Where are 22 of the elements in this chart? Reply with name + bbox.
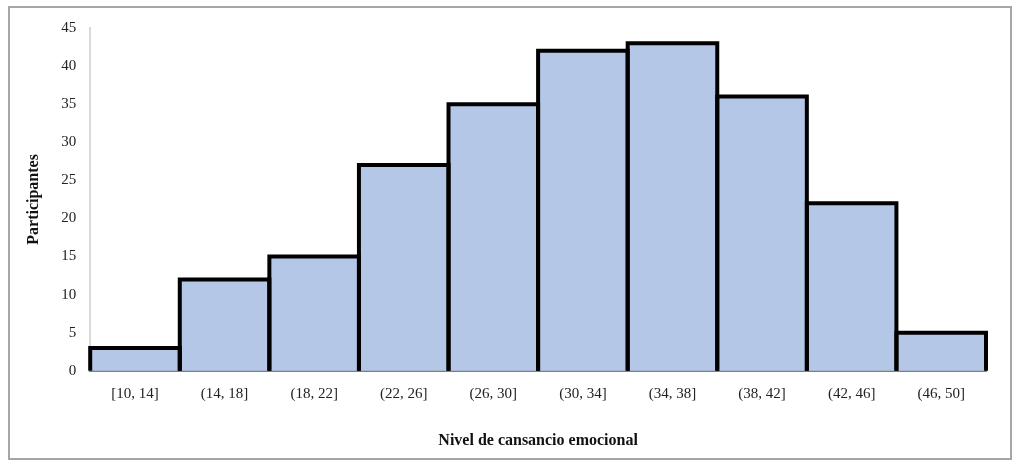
x-tick-label: (18, 22] xyxy=(290,384,338,402)
x-axis-title: Nivel de cansancio emocional xyxy=(438,430,639,448)
x-tick-label: (46, 50] xyxy=(917,384,965,402)
y-tick-label: 10 xyxy=(61,285,77,302)
x-tick-label: (14, 18] xyxy=(200,384,249,402)
x-tick-label: (38, 42] xyxy=(738,384,786,402)
y-tick-label: 20 xyxy=(61,209,77,226)
y-axis-title: Participantes xyxy=(23,154,42,245)
y-tick-label: 15 xyxy=(61,247,77,264)
y-tick-label: 35 xyxy=(61,95,77,112)
y-tick-label: 40 xyxy=(61,57,77,74)
y-tick-label: 45 xyxy=(61,18,77,35)
x-tick-label: [10, 14] xyxy=(111,384,159,401)
x-tick-label: (26, 30] xyxy=(469,384,518,402)
x-tick-label: (30, 34] xyxy=(559,384,607,402)
y-tick-label: 5 xyxy=(68,323,77,340)
y-tick-label: 25 xyxy=(61,171,77,188)
x-tick-label: (22, 26] xyxy=(379,384,428,402)
y-tick-label: 30 xyxy=(61,133,77,150)
y-tick-label: 0 xyxy=(68,361,77,378)
x-tick-label: (42, 46] xyxy=(827,384,876,402)
x-tick-label: (34, 38] xyxy=(648,384,697,402)
